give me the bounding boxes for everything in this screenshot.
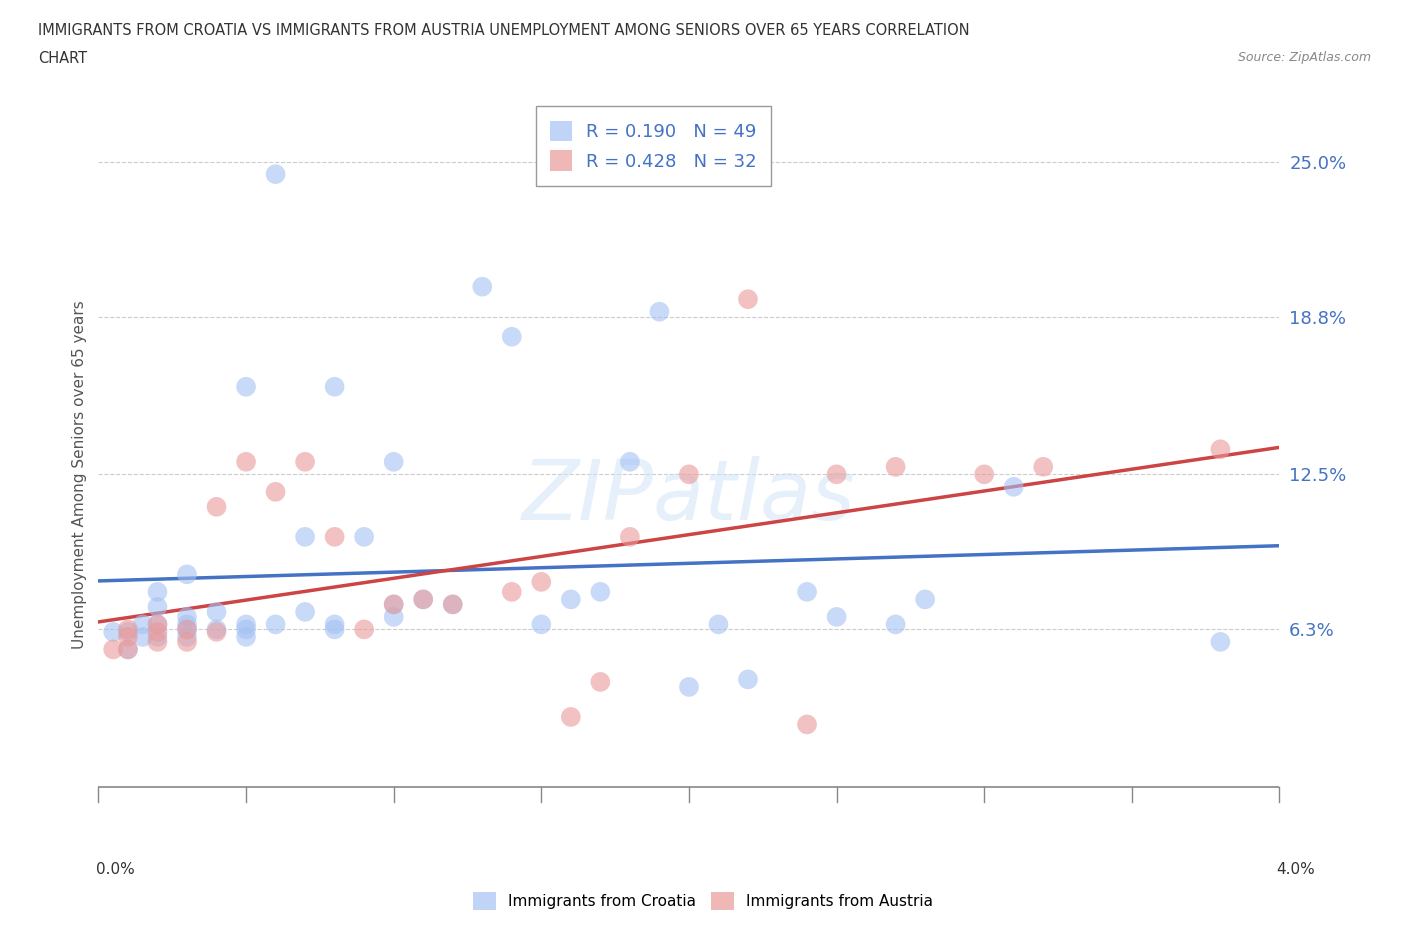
Point	[382, 609, 405, 624]
Point	[589, 674, 612, 689]
Point	[323, 379, 346, 394]
Point	[117, 622, 139, 637]
Point	[323, 529, 346, 544]
Point	[1209, 442, 1232, 457]
Point	[619, 529, 641, 544]
Text: 0.0%: 0.0%	[96, 862, 135, 877]
Point	[648, 304, 671, 319]
Point	[796, 584, 818, 599]
Point	[1209, 634, 1232, 649]
Point	[796, 717, 818, 732]
Point	[382, 597, 405, 612]
Point	[1032, 459, 1054, 474]
Point	[103, 624, 125, 639]
Point	[176, 622, 198, 637]
Point	[737, 672, 759, 687]
Point	[560, 710, 582, 724]
Point	[264, 617, 287, 631]
Point	[235, 455, 257, 470]
Point	[589, 584, 612, 599]
Point	[353, 529, 375, 544]
Point	[117, 630, 139, 644]
Point	[176, 617, 198, 631]
Point	[884, 459, 907, 474]
Point	[176, 609, 198, 624]
Point	[471, 279, 494, 294]
Point	[530, 617, 553, 631]
Point	[530, 575, 553, 590]
Point	[146, 624, 169, 639]
Text: IMMIGRANTS FROM CROATIA VS IMMIGRANTS FROM AUSTRIA UNEMPLOYMENT AMONG SENIORS OV: IMMIGRANTS FROM CROATIA VS IMMIGRANTS FR…	[38, 23, 970, 38]
Point	[884, 617, 907, 631]
Point	[132, 630, 155, 644]
Point	[103, 642, 125, 657]
Point	[412, 591, 434, 606]
Point	[382, 455, 405, 470]
Point	[560, 591, 582, 606]
Point	[146, 634, 169, 649]
Point	[264, 166, 287, 181]
Point	[914, 591, 936, 606]
Text: 4.0%: 4.0%	[1275, 862, 1315, 877]
Point	[323, 617, 346, 631]
Point	[117, 642, 139, 657]
Point	[678, 680, 700, 695]
Text: CHART: CHART	[38, 51, 87, 66]
Point	[353, 622, 375, 637]
Text: ZIPatlas: ZIPatlas	[522, 456, 856, 537]
Point	[825, 467, 848, 482]
Point	[441, 597, 464, 612]
Point	[176, 622, 198, 637]
Point	[501, 329, 523, 344]
Point	[294, 604, 316, 619]
Point	[323, 622, 346, 637]
Point	[973, 467, 995, 482]
Point	[707, 617, 730, 631]
Point	[382, 597, 405, 612]
Legend: Immigrants from Croatia, Immigrants from Austria: Immigrants from Croatia, Immigrants from…	[465, 884, 941, 918]
Point	[176, 630, 198, 644]
Point	[205, 624, 228, 639]
Point	[176, 634, 198, 649]
Point	[1002, 479, 1025, 494]
Text: Source: ZipAtlas.com: Source: ZipAtlas.com	[1237, 51, 1371, 64]
Point	[235, 617, 257, 631]
Point	[117, 642, 139, 657]
Point	[294, 529, 316, 544]
Y-axis label: Unemployment Among Seniors over 65 years: Unemployment Among Seniors over 65 years	[72, 300, 87, 649]
Point	[117, 624, 139, 639]
Point	[176, 567, 198, 582]
Point	[412, 591, 434, 606]
Point	[501, 584, 523, 599]
Point	[205, 622, 228, 637]
Point	[737, 292, 759, 307]
Point	[235, 379, 257, 394]
Point	[235, 630, 257, 644]
Point	[146, 617, 169, 631]
Point	[146, 630, 169, 644]
Point	[146, 600, 169, 615]
Point	[205, 499, 228, 514]
Point	[619, 455, 641, 470]
Point	[132, 617, 155, 631]
Point	[264, 485, 287, 499]
Point	[146, 584, 169, 599]
Legend: R = 0.190   N = 49, R = 0.428   N = 32: R = 0.190 N = 49, R = 0.428 N = 32	[536, 106, 772, 186]
Point	[205, 604, 228, 619]
Point	[678, 467, 700, 482]
Point	[146, 617, 169, 631]
Point	[294, 455, 316, 470]
Point	[441, 597, 464, 612]
Point	[235, 622, 257, 637]
Point	[825, 609, 848, 624]
